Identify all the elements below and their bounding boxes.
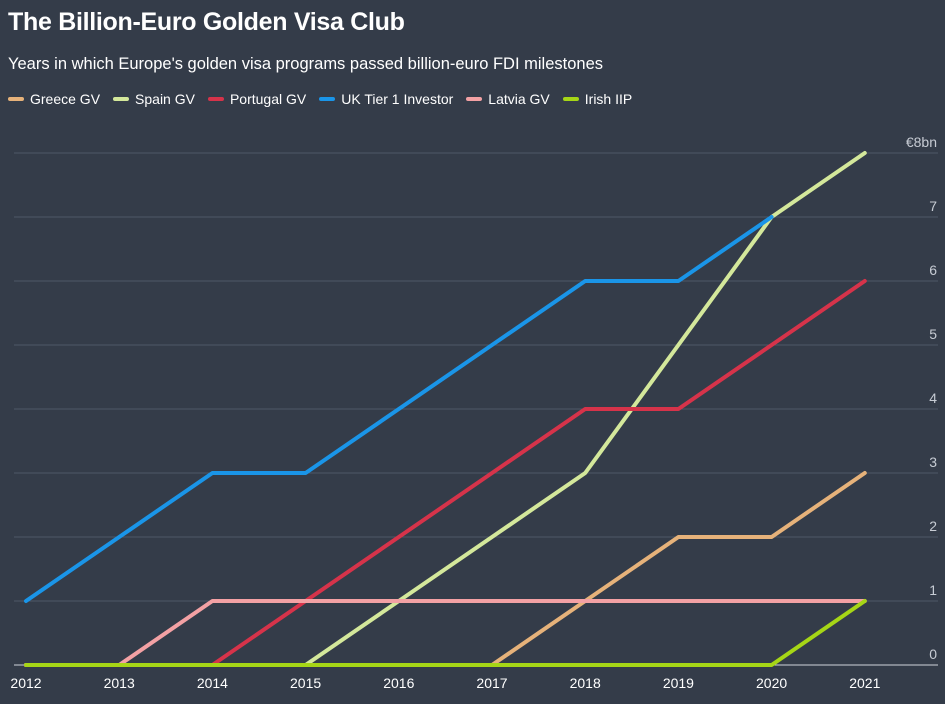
legend-item[interactable]: Latvia GV: [466, 91, 550, 107]
legend-label: UK Tier 1 Investor: [341, 91, 454, 107]
legend-swatch: [113, 97, 130, 101]
x-tick-label: 2014: [197, 675, 228, 691]
legend-label: Spain GV: [135, 91, 195, 107]
x-tick-label: 2016: [383, 675, 414, 691]
legend-label: Irish IIP: [584, 91, 633, 107]
y-tick-label: €8bn: [906, 134, 937, 150]
legend-swatch: [8, 97, 24, 101]
y-tick-label: 0: [929, 646, 937, 662]
legend: Greece GV Spain GV Portugal GV UK Tier 1 In…: [8, 91, 645, 107]
x-tick-label: 2020: [756, 675, 787, 691]
x-tick-label: 2017: [476, 675, 507, 691]
x-tick-label: 2013: [104, 675, 135, 691]
legend-item[interactable]: Spain GV: [113, 91, 195, 107]
x-tick-label: 2019: [663, 675, 694, 691]
series-line: [24, 215, 774, 603]
legend-swatch: [207, 97, 224, 101]
legend-item[interactable]: Portugal GV: [207, 91, 307, 107]
series-line: [24, 599, 867, 667]
legend-swatch: [466, 97, 483, 101]
legend-item[interactable]: Greece GV: [8, 91, 100, 107]
x-tick-label: 2018: [570, 675, 601, 691]
y-tick-label: 5: [929, 326, 937, 342]
x-tick-label: 2015: [290, 675, 321, 691]
legend-swatch: [562, 97, 579, 101]
x-tick-label: 2021: [849, 675, 880, 691]
x-tick-label: 2012: [10, 675, 41, 691]
y-tick-label: 4: [929, 390, 937, 406]
chart-subtitle: Years in which Europe's golden visa prog…: [8, 55, 604, 73]
y-tick-label: 6: [929, 262, 937, 278]
y-tick-label: 3: [929, 454, 937, 470]
legend-item[interactable]: Irish IIP: [562, 91, 633, 107]
legend-label: Greece GV: [30, 91, 101, 107]
y-tick-label: 7: [929, 198, 937, 214]
legend-label: Latvia GV: [488, 91, 550, 107]
series-line: [24, 599, 867, 667]
legend-label: Portugal GV: [229, 91, 307, 107]
y-tick-label: 2: [929, 518, 937, 534]
legend-swatch: [319, 97, 336, 101]
y-tick-label: 1: [929, 582, 937, 598]
legend-item[interactable]: UK Tier 1 Investor: [319, 91, 453, 107]
chart-title: The Billion-Euro Golden Visa Club: [8, 8, 405, 36]
